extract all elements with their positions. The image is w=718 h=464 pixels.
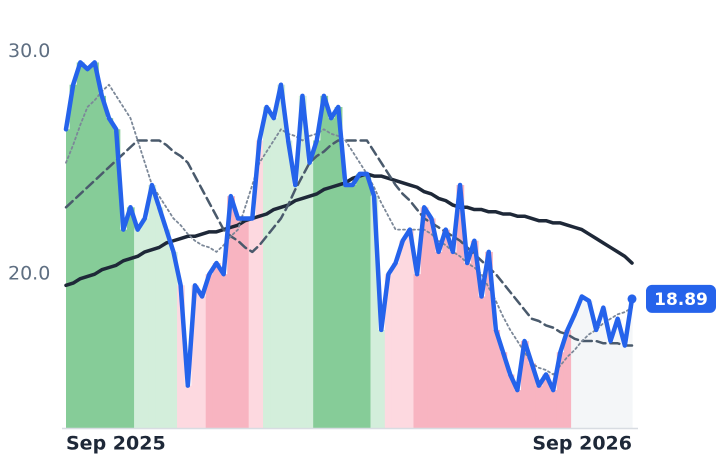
- regime-column: [119, 229, 128, 428]
- regime-column: [255, 140, 264, 428]
- regime-column: [384, 274, 393, 428]
- x-tick-label: Sep 2025: [66, 433, 166, 455]
- series-line: [63, 60, 635, 393]
- regime-column: [69, 84, 78, 428]
- regime-column: [363, 173, 372, 428]
- regime-column: [549, 390, 558, 428]
- regime-column: [585, 300, 594, 428]
- regime-column: [599, 307, 608, 428]
- series-line: [65, 83, 633, 376]
- regime-column: [105, 118, 114, 428]
- regime-column: [506, 374, 515, 428]
- regime-column: [277, 84, 286, 428]
- regime-column: [66, 129, 71, 428]
- regime-column: [76, 62, 85, 429]
- regime-column: [413, 274, 422, 428]
- regime-column: [198, 296, 207, 428]
- series-line: [64, 139, 634, 347]
- regime-column: [399, 240, 407, 428]
- regime-column: [306, 162, 314, 428]
- y-tick-label: 20.0: [8, 263, 50, 285]
- regime-column: [442, 229, 450, 428]
- regime-column: [485, 251, 493, 428]
- regime-column: [492, 329, 501, 428]
- regime-column: [592, 329, 601, 428]
- regime-column: [356, 173, 364, 428]
- regime-column: [542, 374, 551, 428]
- regime-column: [126, 207, 135, 428]
- regime-column: [470, 240, 479, 428]
- regime-column: [391, 263, 400, 428]
- last-value-label: 18.89: [654, 290, 708, 310]
- regime-column: [377, 329, 386, 428]
- regime-column: [191, 285, 200, 428]
- regime-column: [528, 363, 536, 428]
- last-value-badge: [646, 284, 716, 313]
- regime-column: [571, 314, 579, 428]
- regime-column: [349, 185, 357, 428]
- x-tick-label: Sep 2026: [532, 433, 632, 455]
- regime-column: [212, 263, 221, 428]
- regime-shading: [66, 62, 633, 429]
- regime-column: [499, 352, 508, 428]
- regime-column: [477, 296, 486, 428]
- regime-column: [621, 345, 630, 428]
- regime-column: [134, 229, 142, 428]
- regime-column: [284, 140, 293, 428]
- series-lines: 18.89: [63, 60, 716, 393]
- y-tick-label: 30.0: [8, 40, 50, 62]
- regime-column: [456, 185, 465, 428]
- regime-column: [234, 218, 243, 428]
- regime-column: [563, 329, 572, 428]
- axes: 20.0 30.0 Sep 2025 Sep 2026: [8, 40, 638, 455]
- regime-column: [162, 229, 171, 428]
- regime-column: [169, 251, 178, 428]
- regime-column: [406, 229, 415, 428]
- regime-column: [298, 95, 307, 429]
- regime-column: [463, 263, 472, 428]
- regime-column: [535, 385, 544, 428]
- regime-column: [449, 251, 458, 428]
- regime-column: [83, 69, 92, 429]
- regime-column: [248, 218, 257, 428]
- regime-column: [148, 185, 157, 428]
- regime-column: [614, 318, 622, 428]
- regime-column: [177, 285, 185, 428]
- regime-column: [320, 95, 329, 429]
- regime-column: [420, 207, 429, 428]
- regime-column: [141, 218, 149, 428]
- regime-column: [291, 185, 300, 428]
- regime-column: [341, 185, 350, 428]
- regime-column: [606, 341, 615, 428]
- regime-column: [628, 298, 633, 428]
- regime-column: [227, 196, 235, 428]
- last-point: [627, 294, 637, 304]
- regime-column: [513, 390, 522, 428]
- regime-column: [520, 341, 529, 428]
- regime-column: [334, 107, 343, 428]
- regime-column: [270, 118, 278, 428]
- series-line: [64, 172, 634, 288]
- regime-column: [313, 140, 321, 428]
- regime-column: [112, 129, 121, 428]
- regime-column: [370, 196, 379, 428]
- regime-column: [91, 62, 99, 429]
- regime-column: [184, 385, 192, 428]
- regime-column: [434, 251, 443, 428]
- regime-column: [205, 274, 214, 428]
- regime-column: [578, 296, 587, 428]
- regime-column: [427, 218, 436, 428]
- regime-column: [327, 118, 336, 428]
- regime-column: [220, 274, 228, 428]
- regime-column: [98, 95, 107, 429]
- regime-column: [155, 207, 164, 428]
- regime-column: [241, 218, 250, 428]
- regime-column: [556, 352, 565, 428]
- regime-column: [263, 107, 271, 428]
